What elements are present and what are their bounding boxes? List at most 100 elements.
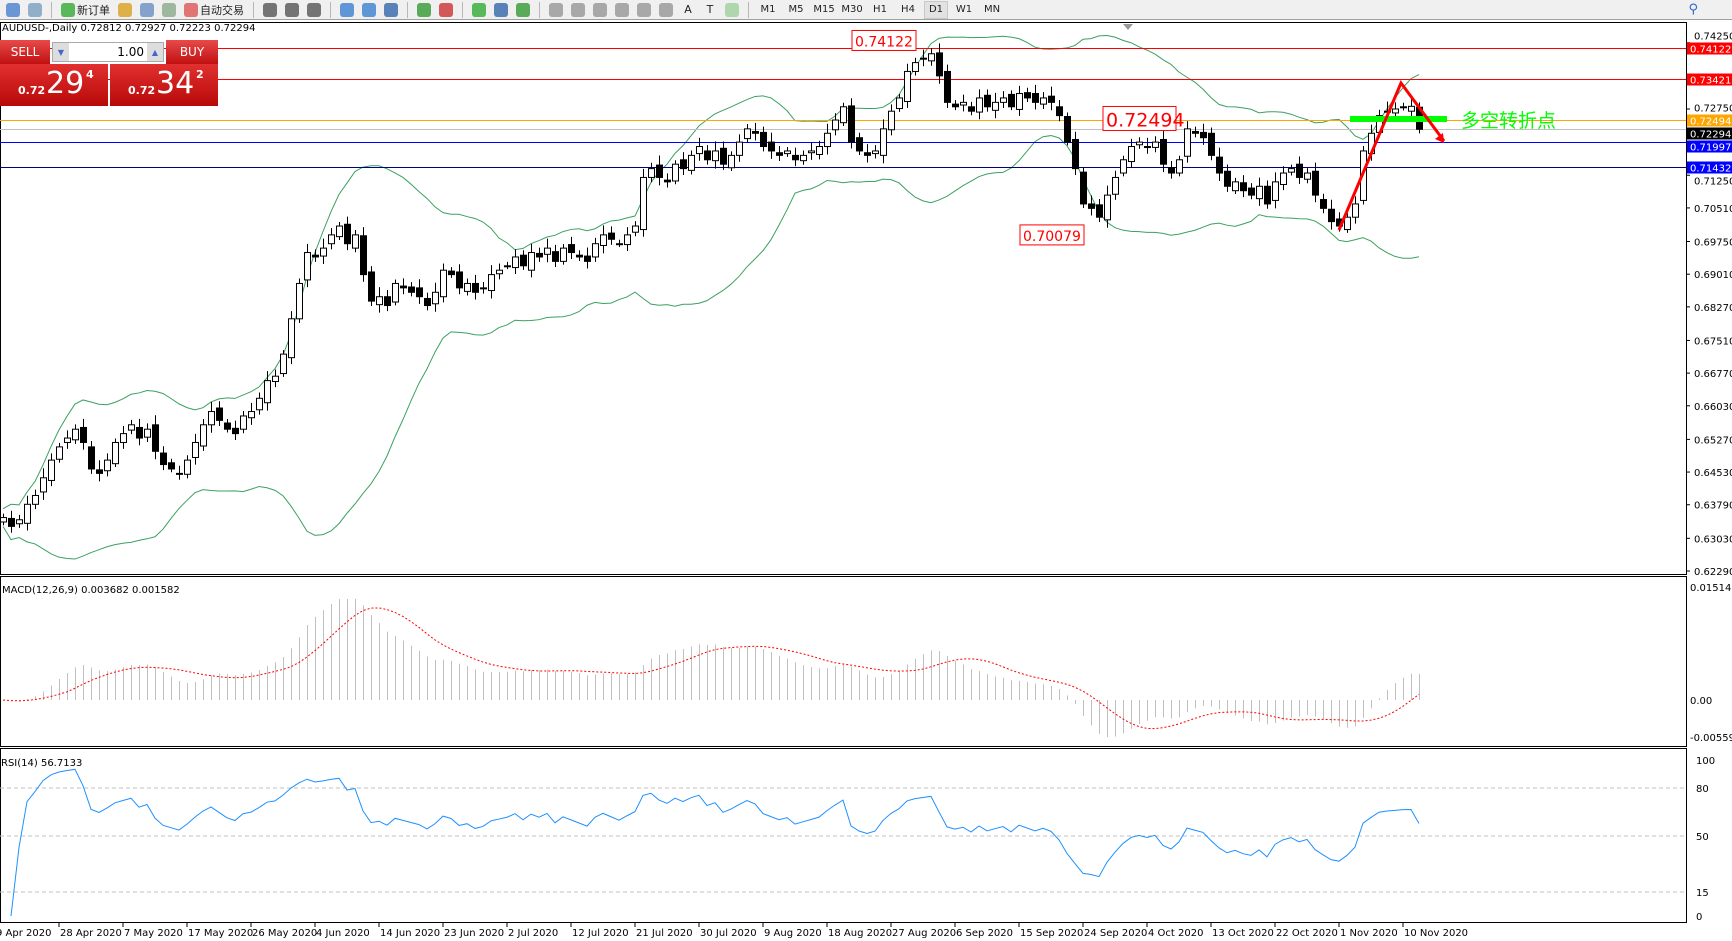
vertical-line-button[interactable] [591,1,609,19]
lot-stepper[interactable]: ▼ 1.00 ▲ [52,42,164,62]
timeframe-h4[interactable]: H4 [901,4,915,15]
toolbar: 新订单 自动交易 A T M1 M5 M15 M30 H1 H4 D1 W1 MN ⚲ [0,0,1732,20]
bull-candle [112,441,119,465]
line-chart-button[interactable] [305,1,323,19]
sell-button[interactable]: SELL [0,40,50,64]
tile-button[interactable] [382,1,400,19]
timeframe-m1[interactable]: M1 [760,4,776,15]
timeframe-w1[interactable]: W1 [955,4,973,15]
text-icon: A [684,3,692,16]
bear-candle [1216,156,1223,174]
y-tick-label: 0.66030 [1694,402,1732,413]
bull-candle [696,146,703,155]
x-tick-label: 4 Jun 2020 [316,928,370,938]
buy-price[interactable]: 0.72 34 2 [110,64,218,106]
trendline-button[interactable] [635,1,653,19]
price-annotation-box[interactable] [1102,105,1177,131]
macd-y-label: 0.015142 [1690,583,1732,594]
bear-candle [1312,170,1319,196]
bull-candle [1152,141,1159,148]
periods-button[interactable] [492,1,510,19]
bull-candle [544,247,551,255]
bull-candle [176,472,183,475]
bull-candle [264,380,271,404]
bull-candle [256,397,263,411]
bollinger-upper-band [2,34,1420,510]
toolbar-separator [462,1,463,18]
lot-increase-button[interactable]: ▲ [147,43,163,61]
bull-candle [1256,185,1263,200]
buy-button[interactable]: BUY [166,40,218,64]
label-button[interactable]: T [701,1,719,19]
price-annotation-box[interactable] [1019,224,1085,246]
crosshair-button[interactable] [569,1,587,19]
bear-candle [152,424,159,452]
new-chart-button[interactable] [4,1,22,19]
tile-icon [384,2,398,17]
bull-candle [1272,181,1279,201]
bear-candle [864,152,871,156]
bull-candle [120,433,127,443]
timeframe-mn[interactable]: MN [983,4,1001,15]
bull-candle [512,256,519,269]
y-tick-label: 0.65270 [1694,435,1732,446]
auto-trading-button[interactable]: 自动交易 [182,1,246,19]
autoscroll-button[interactable] [415,1,433,19]
bear-candle [408,286,415,293]
zoom-out-button[interactable] [360,1,378,19]
y-tick-label: 0.62290 [1694,567,1732,578]
signals-button[interactable] [160,1,178,19]
y-tick-label: 0.66770 [1694,369,1732,380]
bull-candle [560,247,567,262]
timeframe-h1[interactable]: H1 [873,4,887,15]
zoom-in-button[interactable] [338,1,356,19]
timeframe-d1[interactable]: D1 [924,0,948,19]
price-annotation-box[interactable] [851,29,917,51]
arrows-button[interactable] [723,1,741,19]
bull-candle [488,274,495,292]
market-button[interactable] [138,1,156,19]
bull-candle [880,128,887,156]
candle-chart-button[interactable] [283,1,301,19]
chart-shift-button[interactable] [437,1,455,19]
bear-candle [1192,131,1199,134]
market-icon [140,2,154,17]
new-order-button[interactable]: 新订单 [59,1,112,19]
lot-input[interactable]: 1.00 [117,45,144,59]
timeframe-m15[interactable]: M15 [813,4,835,15]
templates-button[interactable] [514,1,532,19]
timeframe-m5[interactable]: M5 [788,4,804,15]
bull-candle [632,225,639,233]
bull-candle [888,110,895,131]
bull-candle [1352,203,1359,218]
text-button[interactable]: A [679,1,697,19]
lot-decrease-button[interactable]: ▼ [53,43,69,61]
sell-price[interactable]: 0.72 29 4 [0,64,108,106]
chart-canvas[interactable]: 0.74250 0.72750 0.71250 0.70510 0.69750 0.690… [0,21,1732,939]
bear-candle [232,427,239,435]
search-icon[interactable]: ⚲ [1688,2,1698,17]
chart-window[interactable]: 0.74250 0.72750 0.71250 0.70510 0.69750 0.690… [0,21,1732,939]
fibo-button[interactable] [657,1,675,19]
metaeditor-button[interactable] [116,1,134,19]
periods-icon [494,2,508,17]
bear-candle [768,141,775,152]
x-tick-label: 7 May 2020 [124,928,183,938]
bear-candle [1264,185,1271,205]
indicators-button[interactable] [470,1,488,19]
x-tick-label: 26 May 2020 [252,928,317,938]
price-label-bg [1687,161,1732,174]
bull-candle [736,141,743,156]
horizontal-line-button[interactable] [613,1,631,19]
bear-candle [456,271,463,289]
timeframe-m30[interactable]: M30 [841,4,863,15]
zoom-button[interactable] [26,1,44,19]
cursor-button[interactable] [547,1,565,19]
bull-candle [840,106,847,124]
y-tick-label: 0.69750 [1694,237,1732,248]
trend-arrow-line[interactable] [1337,79,1446,231]
bull-candle [144,428,151,438]
zoom-out-icon [362,2,376,17]
bull-candle [288,318,295,359]
bar-chart-button[interactable] [261,1,279,19]
